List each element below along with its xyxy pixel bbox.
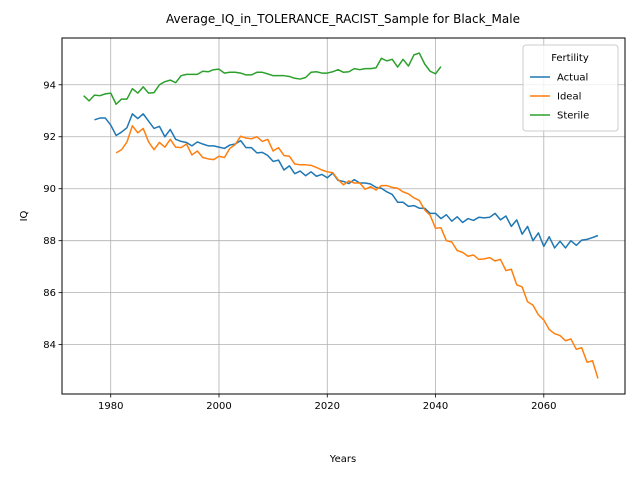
legend-label-actual: Actual — [557, 73, 588, 84]
legend-title: Fertility — [551, 53, 589, 64]
y-tick-label: 94 — [43, 80, 56, 91]
chart-title: Average_IQ_in_TOLERANCE_RACIST_Sample fo… — [166, 12, 520, 26]
legend: Fertility Actual Ideal Sterile — [522, 44, 619, 132]
y-tick-label: 86 — [43, 288, 56, 299]
x-tick-label: 1980 — [98, 401, 123, 412]
series-line-sterile — [83, 52, 442, 106]
y-tick-label: 84 — [43, 340, 56, 351]
plot-frame — [61, 37, 626, 395]
legend-label-ideal: Ideal — [557, 92, 581, 103]
y-axis-label: IQ — [19, 210, 30, 221]
x-tick-label: 2060 — [531, 401, 556, 412]
legend-entries: Actual Ideal Sterile — [530, 73, 589, 122]
x-tick-label: 2040 — [423, 401, 448, 412]
y-tick-label: 90 — [43, 184, 56, 195]
legend-box — [522, 44, 619, 132]
axis-ticks: 1980 2000 2020 2040 2060 84 86 88 90 92 94 — [43, 80, 556, 412]
series-lines — [83, 52, 599, 379]
x-tick-label: 2000 — [206, 401, 231, 412]
series-line-ideal — [115, 125, 599, 379]
x-tick-label: 2020 — [315, 401, 340, 412]
y-tick-label: 92 — [43, 132, 56, 143]
x-axis-label: Years — [329, 454, 356, 465]
y-tick-label: 88 — [43, 236, 56, 247]
legend-label-sterile: Sterile — [557, 111, 589, 122]
